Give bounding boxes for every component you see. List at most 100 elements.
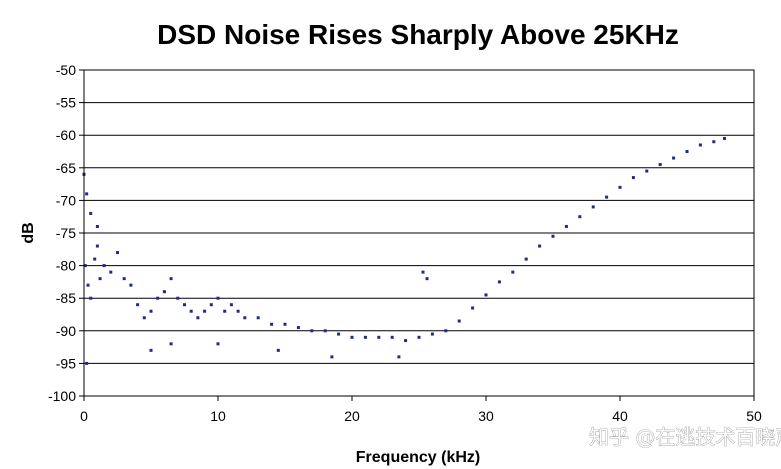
- data-point: [162, 290, 166, 294]
- data-point: [270, 322, 274, 326]
- data-point: [578, 215, 582, 219]
- y-tick-label: -50: [56, 62, 76, 78]
- x-tick-label: 50: [746, 408, 762, 424]
- data-point: [216, 342, 220, 346]
- y-tick-label: -65: [56, 160, 76, 176]
- watermark-text: 知乎 @在逃技术百晓声: [589, 425, 781, 449]
- y-tick-label: -70: [56, 192, 76, 208]
- data-point: [672, 156, 676, 160]
- data-point: [86, 283, 90, 287]
- data-point: [337, 332, 341, 336]
- plot-frame: [83, 69, 755, 397]
- data-point: [89, 211, 93, 215]
- data-point: [484, 293, 488, 297]
- data-point: [323, 329, 327, 333]
- y-tick-label: -100: [48, 388, 76, 404]
- data-point: [390, 335, 394, 339]
- data-point: [203, 309, 207, 313]
- y-tick-label: -60: [56, 127, 76, 143]
- data-point: [183, 303, 186, 307]
- data-point: [564, 224, 568, 228]
- data-point: [229, 303, 233, 307]
- data-point: [296, 326, 300, 330]
- data-point: [189, 309, 193, 313]
- y-tick-label: -95: [56, 355, 76, 371]
- x-tick-label: 0: [80, 408, 88, 424]
- data-point: [209, 303, 213, 307]
- data-point: [243, 316, 247, 320]
- data-point: [377, 335, 381, 339]
- y-axis-label: dB: [20, 222, 37, 243]
- data-point: [397, 355, 401, 359]
- data-point: [89, 296, 93, 300]
- data-point: [425, 277, 429, 281]
- data-point: [122, 277, 126, 281]
- data-point: [196, 316, 200, 320]
- data-point: [330, 355, 334, 359]
- data-point: [176, 296, 180, 300]
- data-point: [169, 342, 173, 346]
- x-tick-label: 20: [344, 408, 360, 424]
- data-point: [457, 319, 461, 323]
- data-point: [658, 163, 662, 167]
- data-point: [256, 316, 260, 320]
- data-point: [698, 143, 702, 147]
- data-point: [283, 322, 287, 326]
- data-point: [417, 335, 421, 339]
- x-tick-label: 40: [612, 408, 628, 424]
- data-point: [109, 270, 113, 274]
- data-point: [93, 257, 97, 261]
- data-point: [85, 192, 89, 196]
- data-point: [685, 150, 689, 153]
- data-point: [102, 264, 106, 268]
- data-point: [430, 332, 434, 336]
- data-point: [142, 316, 146, 320]
- data-point: [276, 348, 280, 352]
- y-tick-label: -75: [56, 225, 76, 241]
- y-tick-labels: -50 -55 -60 -65 -70 -75 -80 -85 -90 -95 -100: [48, 62, 76, 404]
- data-point: [591, 205, 595, 209]
- data-point: [538, 244, 542, 248]
- data-point: [149, 309, 153, 313]
- data-point: [223, 309, 227, 313]
- data-point: [156, 296, 160, 300]
- x-axis-label: Frequency (kHz): [356, 449, 480, 466]
- data-point: [169, 277, 173, 281]
- data-point: [85, 361, 89, 365]
- data-point: [116, 251, 119, 255]
- data-point: [216, 296, 220, 300]
- y-tick-label: -55: [56, 95, 76, 111]
- data-point: [236, 309, 240, 313]
- data-point: [363, 335, 367, 339]
- data-point: [136, 303, 140, 307]
- x-tick-label: 30: [478, 408, 494, 424]
- data-point: [310, 329, 314, 333]
- x-tick-label: 10: [210, 408, 226, 424]
- data-point: [404, 339, 408, 343]
- data-point: [83, 264, 87, 268]
- data-point: [511, 270, 515, 274]
- data-point: [95, 224, 99, 228]
- data-point: [421, 270, 425, 274]
- y-tick-label: -90: [56, 323, 76, 339]
- data-point: [631, 176, 635, 180]
- data-point: [618, 185, 622, 189]
- data-point: [98, 277, 102, 281]
- data-point: [129, 283, 133, 287]
- data-point: [605, 195, 609, 199]
- y-tick-label: -80: [56, 258, 76, 274]
- data-point: [524, 257, 528, 261]
- data-point: [471, 306, 475, 310]
- data-point: [551, 234, 555, 238]
- data-point: [149, 348, 153, 352]
- data-point: [645, 169, 649, 173]
- data-point: [350, 335, 354, 339]
- y-tick-label: -85: [56, 290, 76, 306]
- data-point: [497, 280, 501, 284]
- data-point: [712, 140, 716, 144]
- data-points: [82, 136, 727, 365]
- data-point: [723, 136, 727, 140]
- x-tick-labels: 0 10 20 30 40 50: [80, 408, 762, 424]
